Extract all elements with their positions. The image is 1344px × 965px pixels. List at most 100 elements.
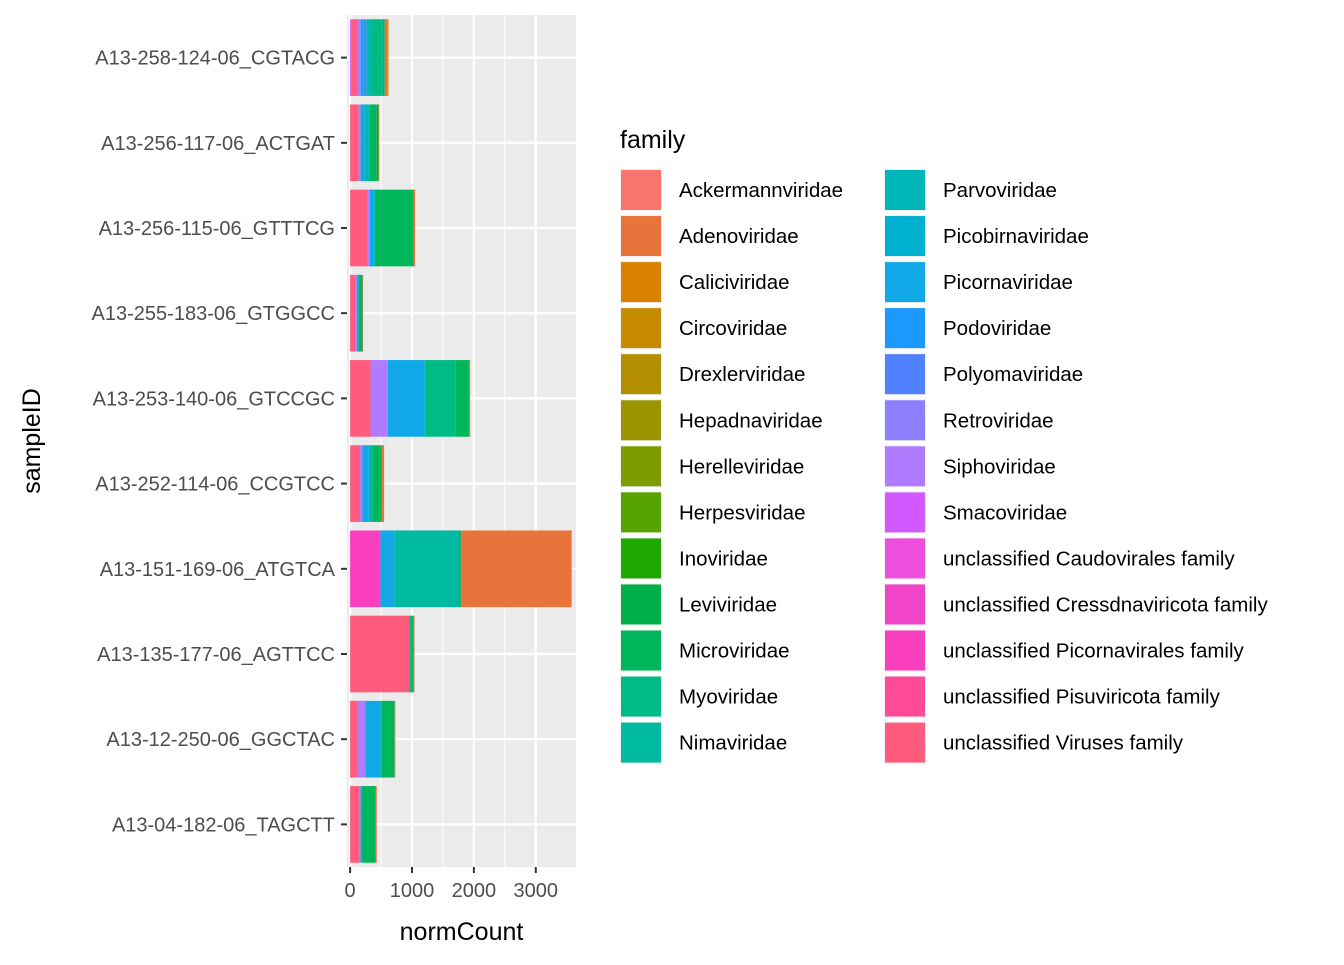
legend-label: unclassified Picornavirales family bbox=[943, 640, 1245, 663]
legend-label: Drexlerviridae bbox=[679, 363, 805, 386]
legend-label: Podoviridae bbox=[943, 317, 1051, 340]
legend-label: Adenoviridae bbox=[679, 225, 799, 248]
legend-key bbox=[885, 354, 925, 395]
x-axis: 0 1000 2000 3000 bbox=[345, 867, 558, 902]
y-tick-label: A13-255-183-06_GTGGCC bbox=[92, 303, 335, 325]
bar-segment bbox=[460, 530, 572, 608]
x-tick-label: 1000 bbox=[390, 880, 435, 902]
bar-segment bbox=[411, 615, 414, 693]
x-tick-label: 0 bbox=[345, 880, 356, 902]
bar-segment bbox=[375, 786, 377, 863]
bar-segment bbox=[357, 700, 366, 778]
bar-segment bbox=[369, 189, 374, 267]
legend-key bbox=[621, 676, 661, 717]
legend-label: Picobirnaviridae bbox=[943, 225, 1089, 248]
legend-key bbox=[885, 584, 925, 625]
bar-segment bbox=[357, 19, 361, 96]
bar-segment bbox=[384, 19, 388, 96]
legend-label: Siphoviridae bbox=[943, 455, 1056, 478]
y-tick-label: A13-135-177-06_AGTTCC bbox=[97, 644, 335, 666]
bar-segment bbox=[376, 104, 379, 182]
legend-key bbox=[885, 676, 925, 717]
legend-key bbox=[621, 538, 661, 579]
legend-label: Myoviridae bbox=[679, 686, 778, 709]
legend-label: Herpesviridae bbox=[679, 501, 805, 524]
bar-segment bbox=[351, 19, 358, 96]
bar-segment bbox=[360, 104, 365, 182]
legend-key bbox=[885, 538, 925, 579]
bar-segment bbox=[372, 445, 380, 522]
legend-key bbox=[885, 170, 925, 210]
bar-segment bbox=[368, 445, 373, 522]
bar-segment bbox=[363, 19, 367, 96]
legend-key bbox=[621, 216, 661, 257]
bar-segment bbox=[359, 786, 361, 863]
y-tick-label: A13-12-250-06_GGCTAC bbox=[106, 729, 335, 751]
legend-label: unclassified Caudovirales family bbox=[943, 547, 1235, 570]
bar-segment bbox=[350, 360, 371, 437]
legend-label: Nimaviridae bbox=[679, 732, 787, 755]
legend-label: Polyomaviridae bbox=[943, 363, 1083, 386]
legend-label: Herelleviridae bbox=[679, 455, 804, 478]
legend-title: family bbox=[620, 126, 686, 154]
bar-segment bbox=[394, 700, 396, 778]
legend-label: Inoviridae bbox=[679, 547, 768, 570]
bar-segment bbox=[387, 19, 389, 96]
y-axis: A13-258-124-06_CGTACG A13-256-117-06_ACTG… bbox=[92, 48, 347, 836]
bar-segment bbox=[424, 360, 426, 437]
bars bbox=[350, 19, 572, 863]
y-tick-label: A13-256-115-06_GTTTCG bbox=[99, 218, 335, 240]
bar-segment bbox=[365, 700, 380, 778]
legend-label: unclassified Pisuviricota family bbox=[943, 686, 1221, 709]
bar-segment bbox=[375, 189, 414, 267]
bar-segment bbox=[413, 189, 416, 267]
bar-segment bbox=[350, 786, 360, 863]
bar-segment bbox=[350, 530, 381, 608]
bar-segment bbox=[370, 360, 388, 437]
bar-segment bbox=[350, 189, 368, 267]
bar-segment bbox=[381, 445, 385, 522]
bar-segment bbox=[355, 274, 357, 352]
legend-key bbox=[621, 446, 661, 487]
x-axis-title: normCount bbox=[400, 918, 524, 946]
y-axis-title: sampleID bbox=[18, 388, 46, 494]
legend-label: Retroviridae bbox=[943, 409, 1054, 432]
legend-label: Circoviridae bbox=[679, 317, 787, 340]
bar-segment bbox=[350, 700, 358, 778]
legend-label: Leviviridae bbox=[679, 593, 777, 616]
legend-label: Picornaviridae bbox=[943, 271, 1073, 294]
bar-segment bbox=[373, 189, 376, 267]
bar-segment bbox=[380, 530, 395, 608]
legend-key bbox=[885, 400, 925, 441]
y-tick-label: A13-252-114-06_CCGTCC bbox=[95, 474, 335, 496]
legend-key bbox=[621, 354, 661, 395]
bar-segment bbox=[367, 189, 370, 267]
legend-key bbox=[885, 722, 925, 763]
legend-key bbox=[621, 584, 661, 625]
y-tick-label: A13-258-124-06_CGTACG bbox=[95, 48, 335, 70]
bar-segment bbox=[350, 445, 360, 522]
legend-key bbox=[621, 400, 661, 441]
bar-segment bbox=[370, 19, 383, 96]
x-tick-label: 2000 bbox=[452, 880, 497, 902]
bar-segment bbox=[455, 360, 469, 437]
legend-label: Hepadnaviridae bbox=[679, 409, 823, 432]
y-tick-label: A13-253-140-06_GTCCGC bbox=[93, 388, 335, 410]
bar-segment bbox=[394, 530, 460, 608]
legend-key bbox=[621, 308, 661, 349]
y-tick-label: A13-04-182-06_TAGCTT bbox=[112, 814, 335, 836]
bar-segment bbox=[362, 445, 369, 522]
legend-key bbox=[885, 308, 925, 349]
legend-key bbox=[621, 630, 661, 671]
bar-segment bbox=[387, 360, 425, 437]
legend-key bbox=[885, 262, 925, 303]
bar-segment bbox=[378, 104, 380, 182]
bar-segment bbox=[360, 786, 363, 863]
bar-segment bbox=[379, 700, 382, 778]
bar-segment bbox=[358, 104, 361, 182]
legend-label: Smacoviridae bbox=[943, 501, 1067, 524]
legend-label: Microviridae bbox=[679, 640, 790, 663]
bar-segment bbox=[362, 786, 376, 863]
legend-label: unclassified Cressdnaviricota family bbox=[943, 593, 1268, 616]
